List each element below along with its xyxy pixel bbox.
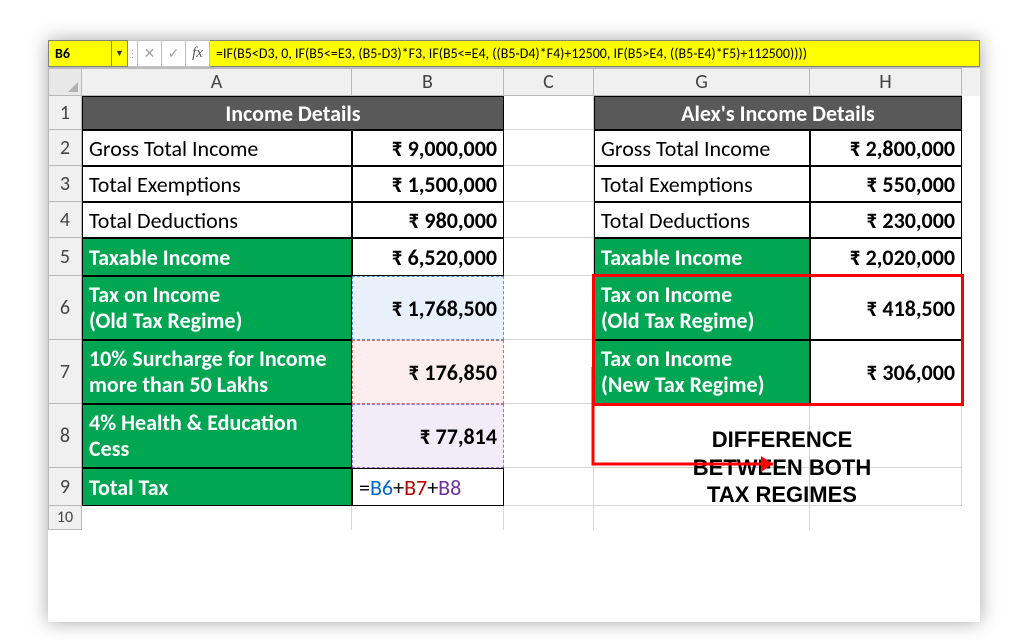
cell-A6[interactable]: Tax on Income(Old Tax Regime) <box>82 276 352 340</box>
cell-G6[interactable]: Tax on Income(Old Tax Regime) <box>594 276 810 340</box>
callout-text: DIFFERENCEBETWEEN BOTHTAX REGIMES <box>652 426 912 509</box>
cell-B6[interactable]: ₹ 1,768,500 <box>352 276 504 340</box>
excel-window: B6 ▼ ⋮ ✕ ✓ fx =IF(B5<D3, 0, IF(B5<=E3, (… <box>48 40 980 622</box>
cell-C3[interactable] <box>504 166 594 202</box>
spreadsheet-grid[interactable]: A B C G H 1 Income Details Alex's Income… <box>48 68 980 530</box>
cell-C5[interactable] <box>504 238 594 276</box>
row-header-6[interactable]: 6 <box>48 276 82 340</box>
name-box-dropdown[interactable]: ▼ <box>112 40 128 67</box>
cell-G5[interactable]: Taxable Income <box>594 238 810 276</box>
col-header-A[interactable]: A <box>82 68 352 96</box>
col-header-G[interactable]: G <box>594 68 810 96</box>
cell-H2[interactable]: ₹ 2,800,000 <box>810 130 962 166</box>
cell-A7[interactable]: 10% Surcharge for Incomemore than 50 Lak… <box>82 340 352 404</box>
row-header-8[interactable]: 8 <box>48 404 82 468</box>
cell-B2[interactable]: ₹ 9,000,000 <box>352 130 504 166</box>
cell-C9[interactable] <box>504 468 594 506</box>
formula-bar-separator: ⋮ <box>128 40 138 67</box>
cell-A4[interactable]: Total Deductions <box>82 202 352 238</box>
cell-H5[interactable]: ₹ 2,020,000 <box>810 238 962 276</box>
cell-G2[interactable]: Gross Total Income <box>594 130 810 166</box>
cell-A5[interactable]: Taxable Income <box>82 238 352 276</box>
cell-H6[interactable]: ₹ 418,500 <box>810 276 962 340</box>
cell-H4[interactable]: ₹ 230,000 <box>810 202 962 238</box>
cell-H10[interactable] <box>810 506 962 530</box>
cell-C2[interactable] <box>504 130 594 166</box>
cell-C7[interactable] <box>504 340 594 404</box>
right-header[interactable]: Alex's Income Details <box>594 96 962 130</box>
col-header-H[interactable]: H <box>810 68 962 96</box>
cell-G7[interactable]: Tax on Income(New Tax Regime) <box>594 340 810 404</box>
cell-C10[interactable] <box>504 506 594 530</box>
cell-C1[interactable] <box>504 96 594 130</box>
row-header-10[interactable]: 10 <box>48 506 82 530</box>
row-header-4[interactable]: 4 <box>48 202 82 238</box>
cell-B9[interactable]: =B6+B7+B8 <box>352 468 504 506</box>
select-all-corner[interactable] <box>48 68 82 96</box>
cell-C4[interactable] <box>504 202 594 238</box>
cell-C6[interactable] <box>504 276 594 340</box>
col-header-B[interactable]: B <box>352 68 504 96</box>
cell-A8[interactable]: 4% Health & EducationCess <box>82 404 352 468</box>
cell-G10[interactable] <box>594 506 810 530</box>
cell-A9[interactable]: Total Tax <box>82 468 352 506</box>
cell-G3[interactable]: Total Exemptions <box>594 166 810 202</box>
cell-B7[interactable]: ₹ 176,850 <box>352 340 504 404</box>
accept-icon[interactable]: ✓ <box>162 40 186 67</box>
left-header[interactable]: Income Details <box>82 96 504 130</box>
cell-B4[interactable]: ₹ 980,000 <box>352 202 504 238</box>
cell-G4[interactable]: Total Deductions <box>594 202 810 238</box>
row-header-7[interactable]: 7 <box>48 340 82 404</box>
cell-B5[interactable]: ₹ 6,520,000 <box>352 238 504 276</box>
row-header-5[interactable]: 5 <box>48 238 82 276</box>
cell-A10[interactable] <box>82 506 352 530</box>
cell-B10[interactable] <box>352 506 504 530</box>
formula-bar: B6 ▼ ⋮ ✕ ✓ fx =IF(B5<D3, 0, IF(B5<=E3, (… <box>48 40 980 68</box>
row-header-2[interactable]: 2 <box>48 130 82 166</box>
row-header-9[interactable]: 9 <box>48 468 82 506</box>
cancel-icon[interactable]: ✕ <box>138 40 162 67</box>
column-headers: A B C G H <box>48 68 980 96</box>
formula-input[interactable]: =IF(B5<D3, 0, IF(B5<=E3, (B5-D3)*F3, IF(… <box>210 40 980 67</box>
cell-H3[interactable]: ₹ 550,000 <box>810 166 962 202</box>
row-header-1[interactable]: 1 <box>48 96 82 130</box>
col-header-C[interactable]: C <box>504 68 594 96</box>
cell-A2[interactable]: Gross Total Income <box>82 130 352 166</box>
fx-icon[interactable]: fx <box>186 40 210 67</box>
cell-C8[interactable] <box>504 404 594 468</box>
row-header-3[interactable]: 3 <box>48 166 82 202</box>
cell-B3[interactable]: ₹ 1,500,000 <box>352 166 504 202</box>
cell-B8[interactable]: ₹ 77,814 <box>352 404 504 468</box>
cell-A3[interactable]: Total Exemptions <box>82 166 352 202</box>
cell-H7[interactable]: ₹ 306,000 <box>810 340 962 404</box>
grid-body: 1 Income Details Alex's Income Details 2… <box>48 96 980 530</box>
name-box[interactable]: B6 <box>48 40 112 67</box>
